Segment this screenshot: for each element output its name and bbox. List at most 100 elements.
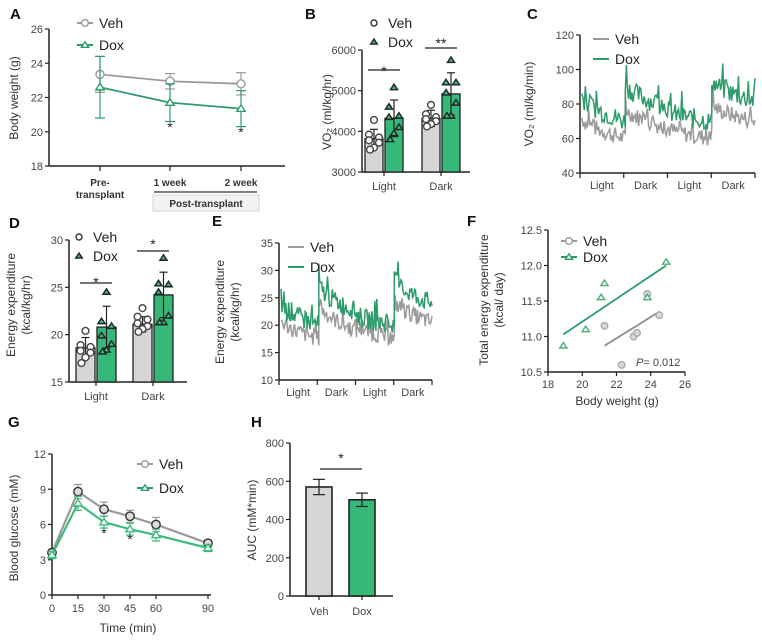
data-point-dox [202, 542, 214, 552]
panel-label-g: G [8, 414, 20, 431]
y-tick-label: 22 [31, 93, 43, 105]
panel-h-auc: 0 200 400 600 800 Veh Dox * AUC (mM*min) [245, 438, 393, 618]
legend-circle-icon [80, 19, 89, 28]
x-tick-label: Light [286, 387, 310, 399]
panel-label-d: D [9, 215, 20, 232]
y-tick-label: 40 [562, 168, 574, 180]
data-point-veh [125, 511, 135, 522]
y-axis-label: Energy expenditure [4, 253, 18, 357]
x-tick-label: 90 [202, 603, 214, 615]
data-point-veh [236, 79, 246, 89]
y-axis-label-units: (kcal/ day) [492, 272, 506, 327]
data-point-veh [365, 145, 375, 154]
data-point-dox [106, 321, 117, 330]
y-tick-label: 0 [40, 590, 46, 602]
legend-circle-icon [140, 460, 149, 469]
regression-line-veh [604, 310, 660, 347]
x-tick-label: 1 week [154, 178, 187, 189]
panel-g-glucose: 0 3 6 9 12 0 15 30 45 60 90 Time (min) Blood glucose… [7, 449, 214, 635]
y-tick-label: 800 [266, 438, 284, 450]
x-tick-label: 60 [150, 603, 162, 615]
y-tick-label: 3000 [332, 167, 356, 179]
data-point-veh [81, 326, 90, 335]
y-tick-label: 100 [556, 65, 574, 77]
data-point-dox [661, 257, 672, 265]
trace-dox [280, 261, 433, 333]
y-tick-label: 80 [562, 99, 574, 111]
panel-b-vo2-bar: 3000 4000 5000 6000 Light * Dark ** VO₂ (ml/kg/h… [320, 15, 470, 193]
y-axis-label: VO₂ (ml/kg/hr) [320, 74, 334, 150]
legend-label-dox: Dox [388, 34, 413, 50]
significance-star: * [167, 119, 173, 135]
panel-label-c: C [527, 6, 538, 23]
data-point-veh [81, 353, 90, 362]
significance-star: * [150, 236, 156, 252]
data-point-veh [151, 519, 161, 530]
legend-label-veh: Veh [615, 31, 639, 47]
data-point-dox [96, 331, 107, 339]
legend-label-veh: Veh [583, 233, 607, 249]
x-tick-label: Light [84, 391, 108, 403]
y-tick-label: 20 [31, 127, 43, 139]
y-tick-label: 10.5 [521, 367, 542, 379]
significance-star: ** [436, 35, 447, 51]
data-point-dox [163, 311, 174, 319]
series-line-veh [50, 489, 209, 554]
series-line-dox [51, 501, 209, 556]
data-point-dox [235, 103, 247, 112]
y-tick-label: 600 [266, 476, 284, 488]
y-tick-label: 0 [278, 591, 284, 603]
data-point-dox [384, 102, 394, 110]
data-point-dox [385, 134, 395, 143]
data-point-dox [558, 341, 569, 349]
significance-star: * [381, 63, 387, 79]
bar-dox [348, 499, 376, 597]
data-point-veh [86, 348, 95, 357]
y-tick-label: 12.5 [521, 225, 542, 237]
y-tick-label: 10 [261, 375, 273, 387]
legend-triangle-icon [140, 483, 150, 491]
x-tick-label: Light [590, 180, 614, 192]
y-axis-label: VO₂ (ml/kg/min) [522, 62, 536, 147]
data-point-dox [150, 530, 162, 539]
x-tick-label: Veh [310, 606, 329, 618]
x-tick-label: Dark [722, 180, 746, 192]
data-point-dox [124, 524, 136, 533]
bar-veh [305, 486, 333, 597]
legend-label-veh: Veh [99, 15, 123, 31]
data-point-dox [389, 82, 399, 91]
y-axis-label: Energy expenditure [213, 260, 227, 364]
legend-triangle-icon [80, 40, 90, 48]
y-tick-label: 18 [31, 161, 43, 173]
legend-triangle-icon [564, 252, 574, 260]
data-point-veh [633, 328, 642, 337]
y-tick-label: 120 [556, 30, 574, 42]
y-axis-label-units: (kcal/kg/hr) [228, 282, 242, 341]
trace-veh [280, 294, 433, 346]
x-tick-label: 0 [49, 603, 55, 615]
significance-star: * [101, 525, 107, 541]
data-point-dox [106, 339, 117, 348]
x-tick-label: Dark [325, 387, 349, 399]
data-point-veh [138, 304, 147, 313]
legend-triangle-icon [369, 37, 379, 45]
data-point-veh [133, 312, 142, 321]
legend-label-veh: Veh [159, 456, 183, 472]
legend-triangle-icon [74, 251, 84, 259]
x-tick-label: Light [677, 180, 701, 192]
y-tick-label: 11.0 [521, 332, 542, 344]
data-point-dox [389, 128, 399, 137]
data-point-dox [596, 292, 606, 301]
x-tick-label: Dark [634, 180, 658, 192]
y-tick-label: 30 [261, 265, 273, 277]
legend-circle-icon [565, 236, 574, 245]
data-point-veh [73, 486, 83, 497]
data-point-veh [143, 315, 152, 324]
data-point-veh [133, 319, 142, 328]
data-point-veh [617, 360, 626, 369]
data-point-dox [599, 278, 610, 287]
data-point-dox [451, 98, 461, 106]
y-tick-label: 6000 [332, 45, 356, 57]
data-point-veh [422, 122, 432, 131]
data-point-dox [153, 287, 164, 296]
